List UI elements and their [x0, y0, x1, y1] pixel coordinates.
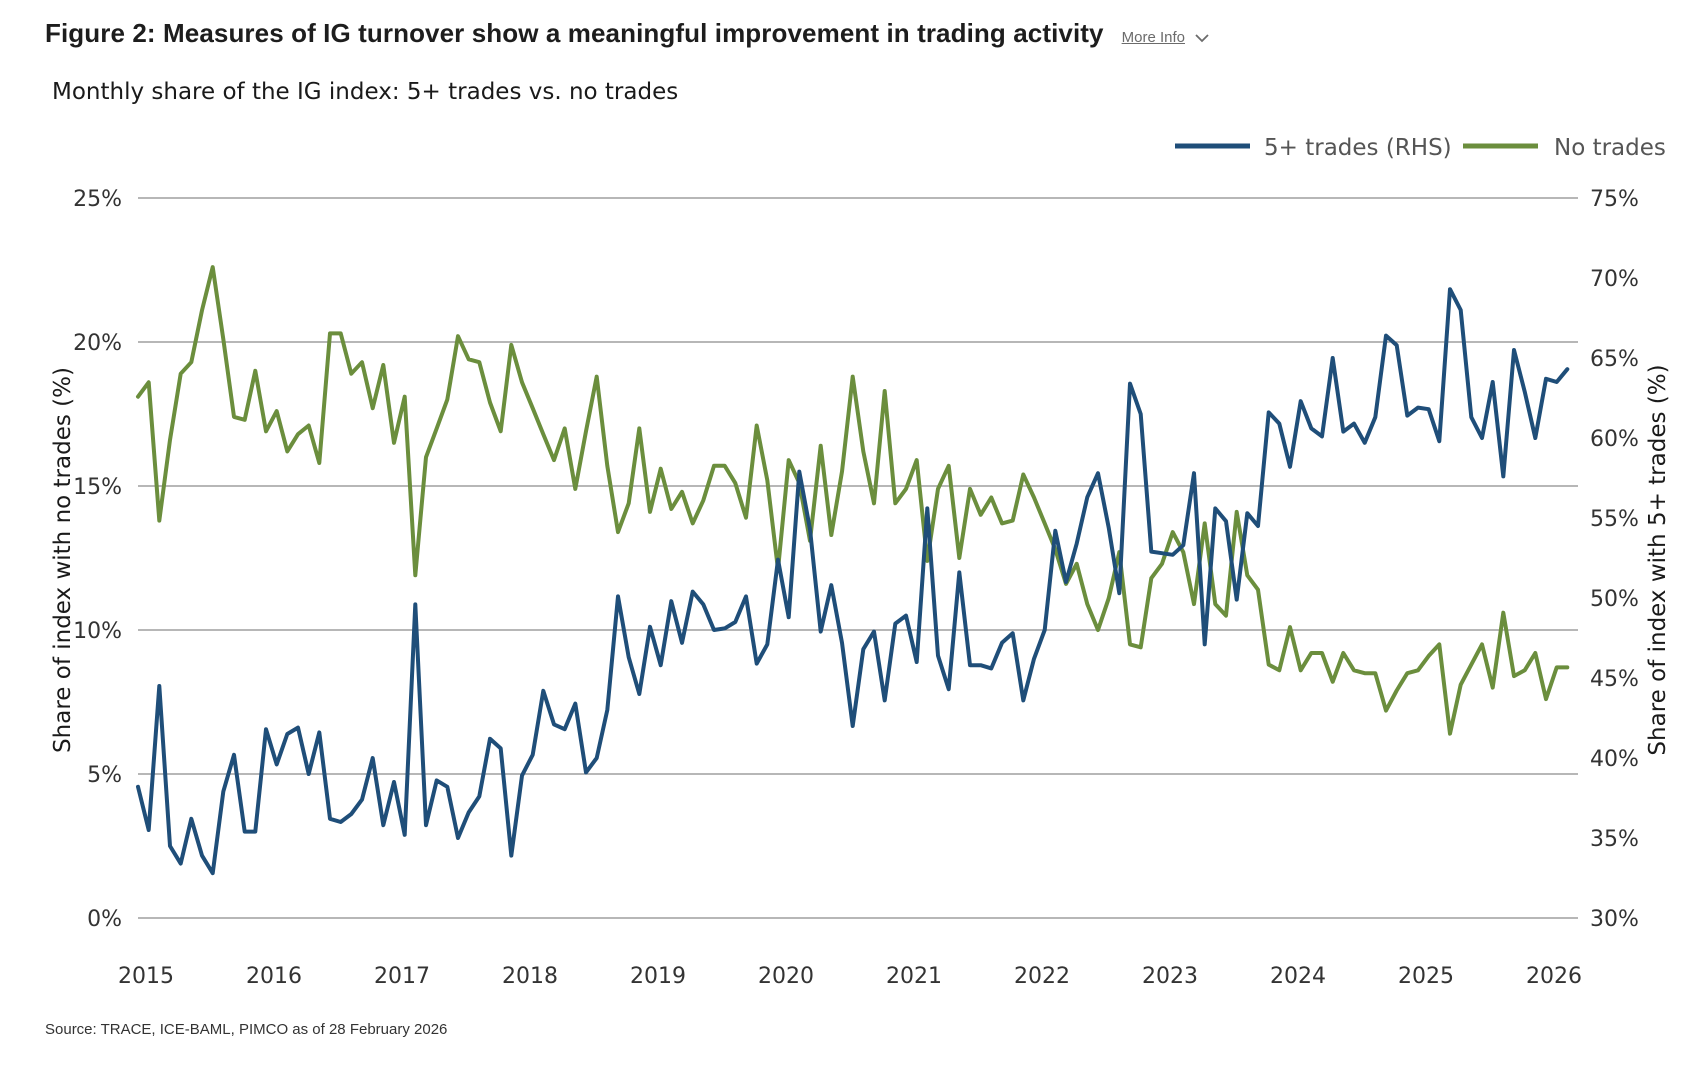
series-line-no-trades: [136, 265, 1570, 736]
line-chart: 0% 5% 10% 15% 20% 25% 30% 35% 40% 45% 50% 55% 60% 65…: [50, 135, 1671, 989]
right-tick-label: 40%: [1590, 747, 1639, 772]
right-tick-label: 50%: [1590, 587, 1639, 612]
legend-label-five-plus: 5+ trades (RHS): [1264, 135, 1452, 161]
x-tick-label: 2026: [1526, 964, 1582, 989]
chart-header: Figure 2: Measures of IG turnover show a…: [45, 18, 1209, 49]
right-tick-label: 30%: [1590, 907, 1639, 932]
left-axis-title: Share of index with no trades (%): [50, 367, 76, 753]
gridlines: [138, 197, 1578, 919]
right-tick-label: 45%: [1590, 667, 1639, 692]
x-tick-label: 2024: [1270, 964, 1326, 989]
x-tick-label: 2021: [886, 964, 942, 989]
x-tick-label: 2018: [502, 964, 558, 989]
right-tick-label: 55%: [1590, 507, 1639, 532]
right-tick-label: 35%: [1590, 827, 1639, 852]
right-axis-ticks: 30% 35% 40% 45% 50% 55% 60% 65% 70% 75%: [1590, 187, 1639, 932]
left-tick-label: 25%: [73, 187, 122, 212]
left-tick-label: 5%: [87, 763, 122, 788]
right-tick-label: 70%: [1590, 267, 1639, 292]
right-tick-label: 75%: [1590, 187, 1639, 212]
legend: 5+ trades (RHS) No trades: [1175, 135, 1666, 161]
right-tick-label: 65%: [1590, 347, 1639, 372]
source-note: Source: TRACE, ICE-BAML, PIMCO as of 28 …: [45, 1021, 448, 1038]
x-tick-label: 2022: [1014, 964, 1070, 989]
x-axis-ticks: 2015 2016 2017 2018 2019 2020 2021 2022 2023 2024…: [118, 964, 1582, 989]
left-tick-label: 0%: [87, 907, 122, 932]
x-tick-label: 2023: [1142, 964, 1198, 989]
x-tick-label: 2020: [758, 964, 814, 989]
left-tick-label: 10%: [73, 619, 122, 644]
x-tick-label: 2016: [246, 964, 302, 989]
legend-label-no-trades: No trades: [1554, 135, 1666, 161]
right-axis-title: Share of index with 5+ trades (%): [1645, 364, 1671, 755]
more-info-label: More Info: [1121, 29, 1185, 46]
x-tick-label: 2015: [118, 964, 174, 989]
chevron-down-icon: [1195, 33, 1209, 42]
chart-subtitle: Monthly share of the IG index: 5+ trades…: [52, 79, 679, 105]
left-tick-label: 20%: [73, 331, 122, 356]
more-info-button[interactable]: More Info: [1122, 29, 1209, 46]
x-tick-label: 2019: [630, 964, 686, 989]
x-tick-label: 2025: [1398, 964, 1454, 989]
left-tick-label: 15%: [73, 475, 122, 500]
series-line-five-plus: [136, 287, 1570, 876]
figure-title: Figure 2: Measures of IG turnover show a…: [45, 18, 1104, 48]
x-tick-label: 2017: [374, 964, 430, 989]
right-tick-label: 60%: [1590, 427, 1639, 452]
series-layer: [136, 265, 1570, 876]
left-axis-ticks: 0% 5% 10% 15% 20% 25%: [73, 187, 122, 932]
